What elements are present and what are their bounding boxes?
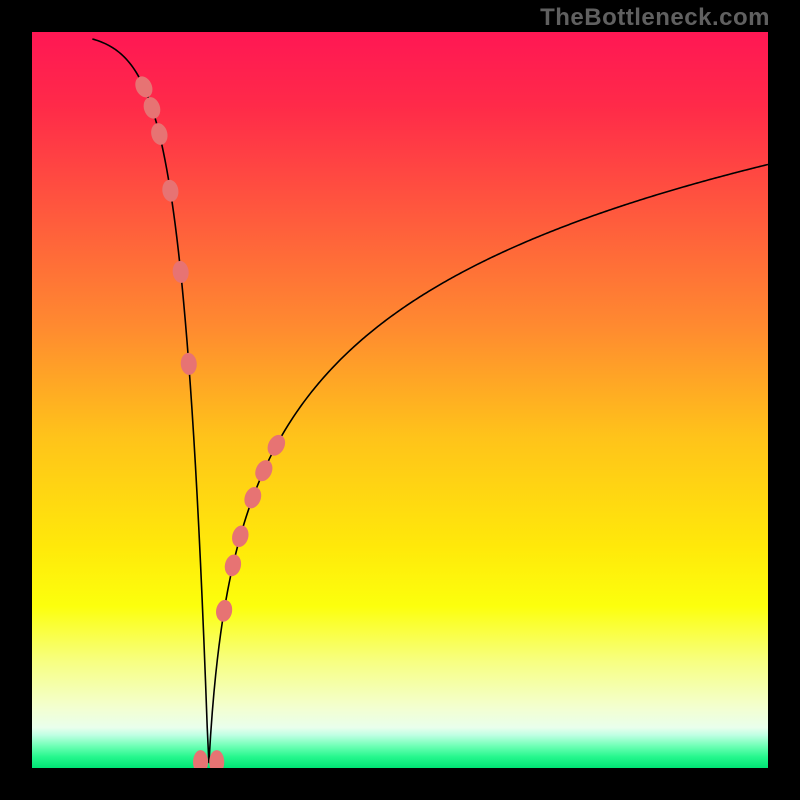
plot-area [32,32,768,768]
gradient-background [32,32,768,768]
watermark-text: TheBottleneck.com [540,4,770,32]
plot-svg [32,32,768,768]
